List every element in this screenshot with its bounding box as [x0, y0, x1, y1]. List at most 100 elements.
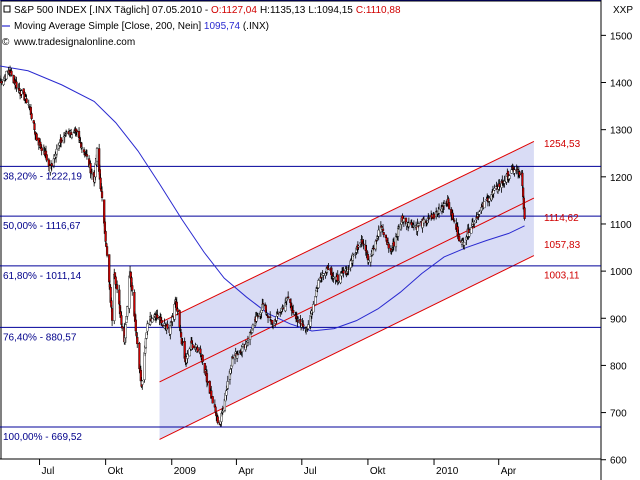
- copyright-icon: ©: [2, 37, 10, 48]
- candle-body: [366, 254, 370, 261]
- candle-body: [276, 313, 280, 315]
- candle-body: [114, 276, 117, 285]
- candle-body: [315, 290, 318, 297]
- candle-body: [357, 245, 360, 248]
- candle-body: [264, 305, 267, 313]
- candle-body: [266, 314, 269, 316]
- candle-body: [498, 183, 501, 188]
- candle-body: [340, 272, 343, 277]
- candle-body: [144, 338, 147, 348]
- legend-high: H:1135,13: [260, 5, 306, 16]
- candle-body: [131, 285, 134, 291]
- candle-body: [33, 123, 36, 131]
- candle-body: [161, 324, 164, 327]
- candle-body: [151, 318, 154, 323]
- candle-body: [265, 313, 268, 315]
- candle-body: [478, 211, 481, 215]
- candle-body: [362, 243, 365, 245]
- candle-body: [136, 336, 139, 345]
- candle-body: [191, 344, 194, 349]
- candle-body: [468, 232, 471, 237]
- candle-body: [110, 300, 113, 308]
- candle-body: [325, 268, 329, 273]
- fib-level-label: 100,00% - 669,52: [3, 432, 82, 443]
- legend-ma-line: Moving Average Simple [Close, 200, Nein]…: [14, 21, 269, 32]
- candle-body: [65, 132, 68, 134]
- x-tick-label: 2010: [436, 466, 459, 477]
- legend-ma-value: 1095,74: [204, 21, 241, 32]
- candle-body: [111, 308, 114, 321]
- candle-body: [15, 81, 18, 89]
- candle-body: [518, 171, 521, 176]
- candle-body: [347, 268, 350, 270]
- candle-body: [30, 113, 33, 119]
- candle-body: [523, 207, 526, 219]
- axes: 600 700 800 900 1000 1100 1200 1300 1400 1500 Jul O…: [39, 31, 633, 477]
- y-tick-label: 1500: [610, 31, 633, 42]
- legend-price-line: S&P 500 INDEX [.INX Täglich] 07.05.2010 …: [14, 5, 401, 16]
- candle-body: [473, 221, 476, 224]
- candle-body: [367, 260, 370, 263]
- candle-body: [327, 267, 330, 270]
- candle-body: [271, 325, 275, 327]
- candle-body: [20, 90, 23, 95]
- candle-body: [95, 148, 99, 162]
- candle-body: [201, 354, 204, 362]
- candle-body: [352, 254, 355, 256]
- candle-body: [246, 340, 250, 343]
- candle-body: [116, 284, 119, 290]
- candle-body: [282, 307, 285, 309]
- candle-body: [307, 324, 310, 329]
- moving-average: [0, 65, 525, 332]
- candle-body: [82, 149, 86, 153]
- candle-body: [60, 140, 63, 142]
- candle-body: [181, 341, 184, 343]
- candle-body: [417, 225, 420, 227]
- candle-body: [337, 281, 340, 283]
- x-tick-label: Apr: [501, 466, 517, 477]
- candle-body: [266, 316, 270, 318]
- candle-body: [90, 173, 94, 176]
- candle-body: [85, 154, 89, 157]
- candle-body: [241, 344, 244, 347]
- candle-body: [226, 381, 229, 389]
- y-tick-label: 700: [610, 409, 627, 420]
- fib-level-label: 61,80% - 1011,14: [3, 271, 82, 282]
- candle-body: [27, 104, 30, 106]
- candlesticks: [0, 65, 526, 427]
- candle-body: [521, 172, 524, 187]
- candle-body: [105, 246, 109, 256]
- candle-body: [70, 134, 73, 138]
- candle-body: [171, 316, 174, 322]
- candle-body: [118, 289, 121, 305]
- candle-body: [417, 223, 421, 226]
- legend-close: C:1110,88: [356, 5, 401, 16]
- candle-body: [176, 308, 179, 312]
- candle-body: [211, 396, 214, 404]
- x-tick-label: Okt: [370, 466, 386, 477]
- legend-marker-price: [3, 5, 11, 13]
- legend-open: O:1127,04: [211, 5, 257, 16]
- candle-body: [50, 163, 53, 166]
- fib-level-label: 38,20% - 1222,19: [3, 171, 82, 182]
- candle-body: [160, 320, 163, 324]
- candle-body: [40, 147, 43, 151]
- channel-upper-line: [159, 141, 535, 324]
- candle-body: [220, 413, 223, 422]
- candle-body: [287, 296, 290, 298]
- candle-body: [297, 319, 300, 321]
- candle-body: [55, 148, 58, 155]
- candle-body: [208, 381, 211, 394]
- candle-body: [225, 390, 228, 396]
- candle-body: [392, 241, 395, 247]
- candle-body: [510, 169, 513, 174]
- candle-body: [124, 324, 127, 339]
- legend-low: L:1094,15: [308, 5, 353, 16]
- candle-body: [351, 253, 354, 261]
- candle-body: [100, 191, 104, 198]
- candle-body: [104, 231, 107, 242]
- price-tag-label: 1254,53: [544, 139, 581, 150]
- candle-body: [427, 217, 431, 219]
- candle-body: [522, 187, 525, 198]
